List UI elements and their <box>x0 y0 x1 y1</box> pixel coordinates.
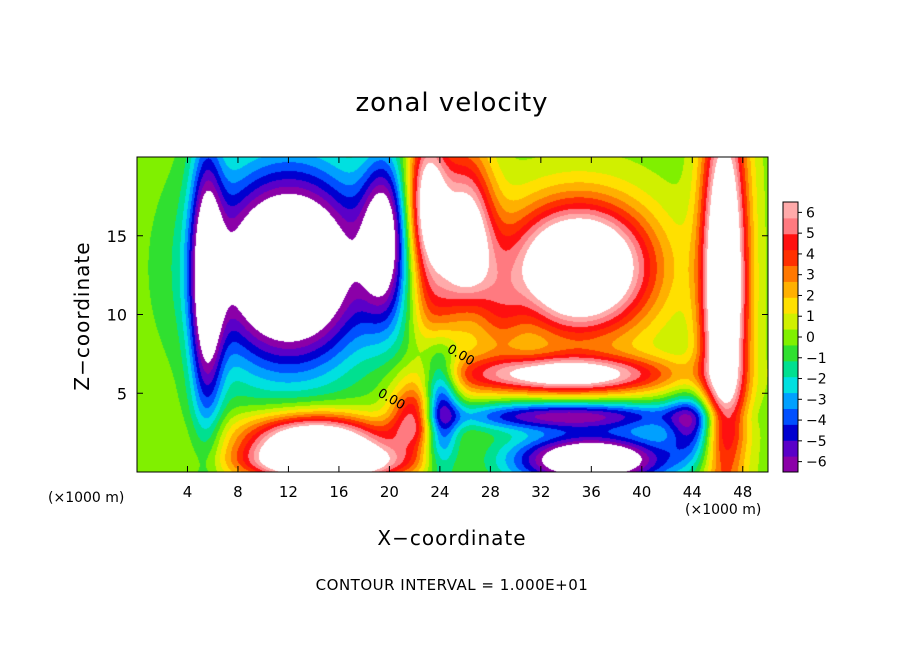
colorbar-swatch <box>783 392 798 409</box>
colorbar-swatch <box>783 281 798 298</box>
x-tick-label: 24 <box>430 483 449 501</box>
colorbar-tick-label: −1 <box>806 351 827 367</box>
x-tick-label: 20 <box>380 483 399 501</box>
chart-title: zonal velocity <box>355 88 549 118</box>
x-tick-label: 48 <box>733 483 752 501</box>
colorbar-swatch <box>783 217 798 235</box>
colorbar-swatch <box>783 297 798 314</box>
x-tick-label: 16 <box>329 483 348 501</box>
colorbar-tick-label: −4 <box>806 413 827 429</box>
x-tick-label: 36 <box>582 483 601 501</box>
heatmap-field <box>137 157 768 472</box>
x-tick-label: 44 <box>683 483 702 501</box>
colorbar-tick-label: 1 <box>806 309 815 325</box>
y-tick-label: 5 <box>117 384 127 403</box>
colorbar-swatch <box>783 360 798 378</box>
colorbar-tick-label: −2 <box>806 372 827 388</box>
x-tick-label: 8 <box>233 483 243 501</box>
colorbar-tick-label: 6 <box>806 205 815 221</box>
colorbar-swatch <box>783 424 798 441</box>
colorbar-swatch <box>783 265 798 282</box>
colorbar-swatch <box>783 329 798 346</box>
x-axis-label: X−coordinate <box>377 526 527 550</box>
y-tick-label: 10 <box>107 306 127 325</box>
colorbar-swatch <box>783 249 798 267</box>
colorbar-tick-label: 3 <box>806 268 815 284</box>
colorbar-swatch <box>783 202 798 219</box>
x-tick-label: 4 <box>183 483 193 501</box>
colorbar-tick-label: 4 <box>806 247 815 263</box>
colorbar-tick-label: 5 <box>806 226 815 242</box>
colorbar-swatch <box>783 233 798 251</box>
x-tick-label: 12 <box>279 483 298 501</box>
colorbar-swatch <box>783 376 798 394</box>
colorbar-swatch <box>783 408 798 425</box>
contour-interval-note: CONTOUR INTERVAL = 1.000E+01 <box>315 576 589 594</box>
y-tick-label: 15 <box>107 227 127 246</box>
colorbar-tick-label: −5 <box>806 434 827 450</box>
y-scale-label: (×1000 m) <box>48 490 125 506</box>
x-tick-label: 32 <box>531 483 550 501</box>
x-scale-label: (×1000 m) <box>685 502 762 518</box>
colorbar-tick-label: 2 <box>806 288 815 304</box>
colorbar-swatch <box>783 456 798 473</box>
colorbar-tick-label: −3 <box>806 392 827 408</box>
colorbar-swatch <box>783 313 798 330</box>
x-tick-label: 28 <box>481 483 500 501</box>
x-tick-label: 40 <box>632 483 651 501</box>
colorbar-tick-label: 0 <box>806 330 815 346</box>
colorbar-swatch <box>783 440 798 457</box>
colorbar-swatch <box>783 344 798 362</box>
colorbar-tick-label: −6 <box>806 455 827 471</box>
